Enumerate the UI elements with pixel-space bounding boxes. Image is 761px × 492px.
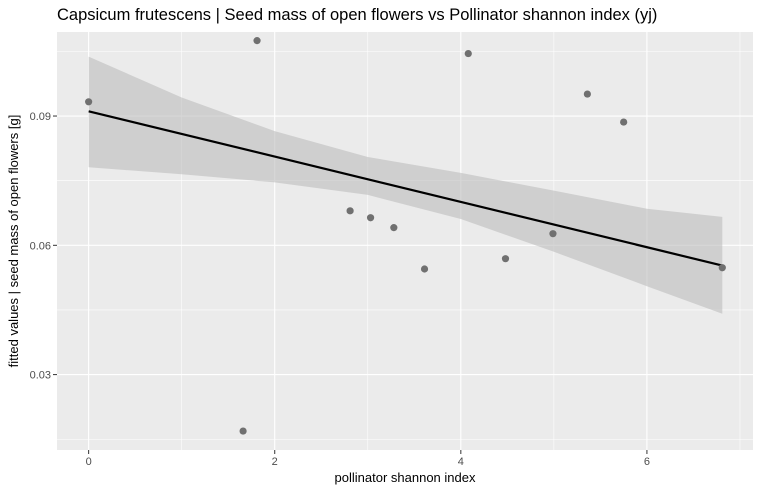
data-points <box>85 37 726 435</box>
fit-line <box>88 110 723 267</box>
data-point <box>346 207 354 215</box>
y-tick-label: 0.06 <box>30 240 51 252</box>
data-point <box>583 90 591 98</box>
data-point <box>549 230 557 238</box>
y-axis-title: fitted values | seed mass of open flower… <box>6 115 21 368</box>
data-point <box>366 214 375 222</box>
data-point <box>390 224 398 232</box>
y-axis: 0.03 0.06 0.09 <box>30 111 57 382</box>
data-point <box>85 98 93 106</box>
x-tick-label: 4 <box>458 456 464 468</box>
data-point <box>239 427 247 435</box>
x-axis-title: pollinator shannon index <box>335 470 476 485</box>
data-point <box>501 255 510 263</box>
data-point <box>464 49 472 58</box>
data-point <box>620 118 628 126</box>
chart-title: Capsicum frutescens | Seed mass of open … <box>57 6 658 24</box>
x-axis: 0 2 4 6 <box>86 450 650 468</box>
confidence-band <box>88 56 723 314</box>
y-tick-label: 0.03 <box>30 370 51 382</box>
x-tick-label: 0 <box>86 456 92 468</box>
data-point <box>420 265 429 273</box>
x-tick-label: 2 <box>272 456 278 468</box>
data-point <box>718 264 726 272</box>
x-tick-label: 6 <box>644 456 650 468</box>
y-tick-label: 0.09 <box>30 111 51 123</box>
data-point <box>253 37 261 45</box>
